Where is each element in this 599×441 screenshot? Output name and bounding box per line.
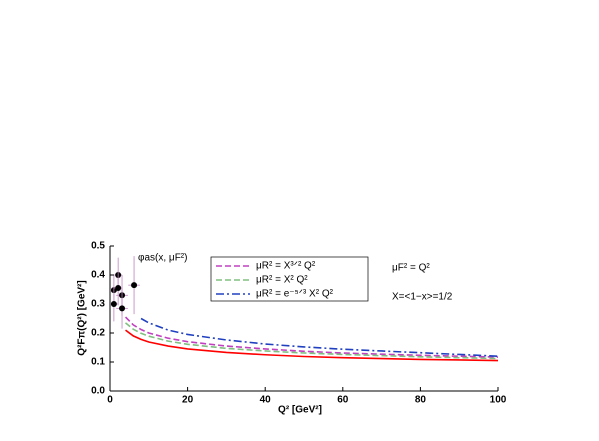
x-tick-label: 60	[337, 395, 349, 406]
data-point	[115, 285, 122, 292]
x-tick-label: 20	[182, 395, 194, 406]
legend-label: μR² = X² Q²	[256, 275, 308, 286]
y-tick-label: 0.5	[91, 241, 105, 252]
x-tick-label: 0	[107, 395, 113, 406]
x-tick-label: 80	[415, 395, 427, 406]
annotation: φas(x, μF²)	[138, 253, 187, 264]
annotation: X=<1−x>=1/2	[392, 292, 453, 303]
data-point	[131, 282, 138, 289]
y-tick-label: 0.4	[91, 270, 105, 281]
series-line	[124, 316, 499, 358]
x-axis-label: Q² [GeV²]	[278, 405, 322, 416]
y-tick-label: 0.1	[91, 357, 105, 368]
series-line	[125, 322, 499, 360]
y-axis-label: Q²Fπ(Q²) [GeV²]	[77, 280, 88, 355]
series-line	[140, 317, 499, 357]
data-point	[119, 305, 126, 312]
data-point	[110, 301, 117, 307]
x-tick-label: 40	[260, 395, 272, 406]
legend-box	[210, 256, 369, 302]
legend-label: μR² = X³ᐟ² Q²	[256, 261, 316, 272]
x-tick-label: 100	[490, 395, 507, 406]
annotation: μF² = Q²	[392, 263, 430, 274]
legend-label: μR² = e⁻⁵ᐟ³ X² Q²	[256, 289, 334, 300]
y-tick-label: 0.3	[91, 299, 105, 310]
y-tick-label: 0.0	[91, 386, 105, 397]
series-line	[125, 329, 499, 362]
y-tick-label: 0.2	[91, 328, 105, 339]
